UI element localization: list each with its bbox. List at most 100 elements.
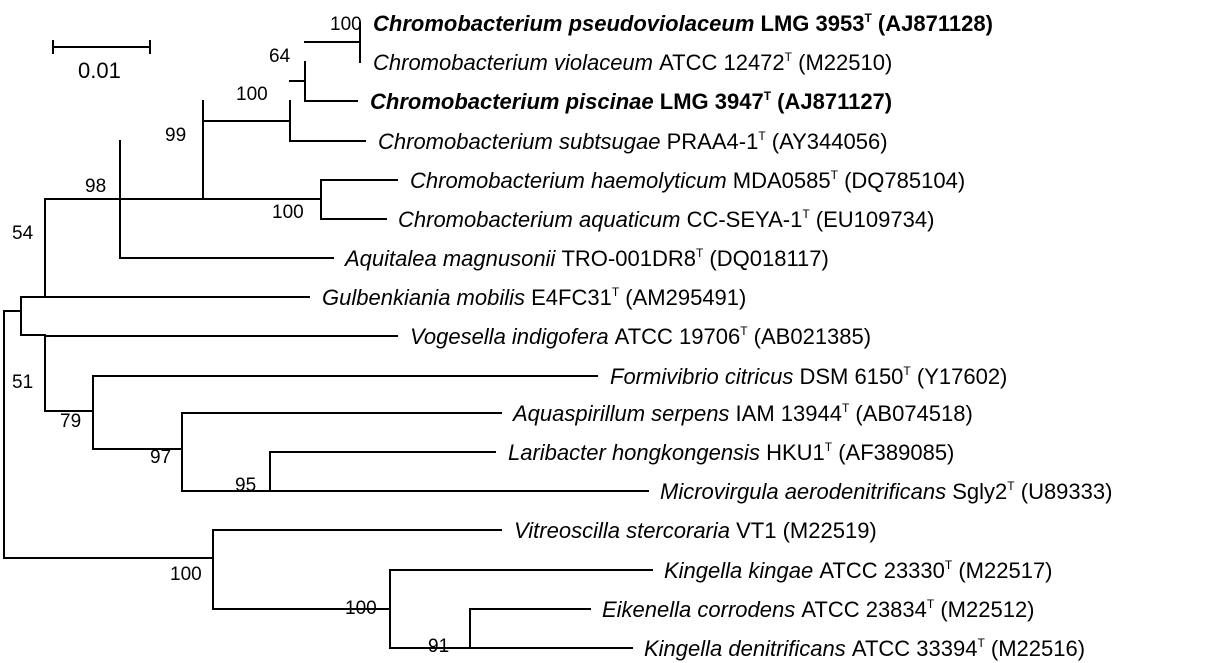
accession-number: (M22512)	[934, 597, 1034, 622]
accession-number: (AJ871127)	[771, 89, 892, 114]
taxon-name: Chromobacterium subtsugae	[378, 129, 667, 154]
taxon-label: Kingella denitrificans ATCC 33394T (M225…	[644, 636, 1085, 661]
accession-number: (AF389085)	[832, 440, 954, 465]
bootstrap-label: 79	[60, 411, 81, 432]
tree-branches	[3, 22, 653, 649]
scale-bar: 0.01	[52, 40, 151, 83]
taxon-label: Chromobacterium aquaticum CC-SEYA-1T (EU…	[398, 207, 934, 232]
taxon-name: Laribacter hongkongensis	[508, 440, 766, 465]
taxon-label: Chromobacterium piscinae LMG 3947T (AJ87…	[370, 89, 892, 114]
taxon-name: Chromobacterium violaceum	[373, 50, 659, 75]
strain-name: ATCC 33394	[852, 636, 978, 661]
type-strain-mark: T	[945, 558, 953, 572]
accession-number: (DQ785104)	[838, 168, 965, 193]
taxon-label: Vitreoscilla stercoraria VT1 (M22519)	[514, 518, 877, 543]
type-strain-mark: T	[740, 324, 748, 338]
taxon-labels: Chromobacterium pseudoviolaceum LMG 3953…	[322, 11, 1112, 661]
bootstrap-label: 100	[330, 14, 362, 35]
type-strain-mark: T	[758, 129, 766, 143]
taxon-name: Chromobacterium piscinae	[370, 89, 660, 114]
taxon-name: Chromobacterium haemolyticum	[410, 168, 733, 193]
strain-name: ATCC 23330	[819, 558, 945, 583]
taxon-label: Gulbenkiania mobilis E4FC31T (AM295491)	[322, 285, 746, 310]
taxon-name: Formivibrio citricus	[610, 364, 799, 389]
accession-number: (DQ018117)	[703, 246, 829, 271]
strain-name: Sgly2	[952, 479, 1007, 504]
accession-number: (U89333)	[1015, 479, 1113, 504]
type-strain-mark: T	[696, 246, 704, 260]
taxon-label: Eikenella corrodens ATCC 23834T (M22512)	[602, 597, 1035, 622]
strain-name: IAM 13944	[736, 401, 842, 426]
strain-name: LMG 3953	[761, 11, 865, 36]
type-strain-mark: T	[903, 364, 911, 378]
taxon-label: Laribacter hongkongensis HKU1T (AF389085…	[508, 440, 954, 465]
strain-name: LMG 3947	[660, 89, 764, 114]
accession-number: (AB074518)	[849, 401, 973, 426]
bootstrap-label: 100	[236, 84, 268, 105]
strain-name: DSM 6150	[799, 364, 903, 389]
strain-name: MDA0585	[733, 168, 831, 193]
type-strain-mark: T	[831, 168, 839, 182]
strain-name: PRAA4-1	[667, 129, 759, 154]
taxon-label: Vogesella indigofera ATCC 19706T (AB0213…	[410, 324, 871, 349]
strain-name: ATCC 12472	[659, 50, 785, 75]
taxon-name: Vitreoscilla stercoraria	[514, 518, 736, 543]
strain-name: CC-SEYA-1	[687, 207, 803, 232]
type-strain-mark: T	[764, 89, 772, 103]
taxon-name: Aquaspirillum serpens	[511, 401, 736, 426]
bootstrap-label: 100	[170, 564, 202, 585]
scale-bar-label: 0.01	[78, 58, 121, 83]
taxon-label: Chromobacterium pseudoviolaceum LMG 3953…	[373, 11, 993, 36]
taxon-name: Gulbenkiania mobilis	[322, 285, 531, 310]
scale-bar-line	[52, 40, 151, 54]
type-strain-mark: T	[825, 440, 833, 454]
taxon-name: Kingella denitrificans	[644, 636, 852, 661]
taxon-label: Aquitalea magnusonii TRO-001DR8T (DQ0181…	[343, 246, 829, 271]
bootstrap-label: 54	[12, 223, 34, 244]
accession-number: (AM295491)	[619, 285, 746, 310]
type-strain-mark: T	[802, 207, 810, 221]
accession-number: (AJ871128)	[872, 11, 993, 36]
type-strain-mark: T	[1007, 479, 1015, 493]
strain-name: ATCC 19706	[615, 324, 741, 349]
taxon-name: Kingella kingae	[664, 558, 819, 583]
bootstrap-label: 100	[272, 202, 304, 223]
type-strain-mark: T	[842, 401, 850, 415]
taxon-label: Microvirgula aerodenitrificans Sgly2T (U…	[660, 479, 1112, 504]
taxon-name: Chromobacterium pseudoviolaceum	[373, 11, 761, 36]
bootstrap-label: 97	[150, 447, 171, 468]
taxon-name: Eikenella corrodens	[602, 597, 801, 622]
strain-name: ATCC 23834	[801, 597, 927, 622]
accession-number: (M22517)	[952, 558, 1052, 583]
taxon-label: Aquaspirillum serpens IAM 13944T (AB0745…	[511, 401, 973, 426]
type-strain-mark: T	[977, 636, 985, 650]
strain-name: E4FC31	[531, 285, 612, 310]
bootstrap-label: 99	[165, 125, 186, 146]
accession-number: (Y17602)	[911, 364, 1008, 389]
type-strain-mark: T	[927, 597, 935, 611]
type-strain-mark: T	[785, 50, 793, 64]
bootstrap-label: 100	[345, 598, 377, 619]
accession-number: (AY344056)	[766, 129, 888, 154]
accession-number: (EU109734)	[810, 207, 935, 232]
taxon-name: Microvirgula aerodenitrificans	[660, 479, 952, 504]
taxon-label: Formivibrio citricus DSM 6150T (Y17602)	[610, 364, 1007, 389]
type-strain-mark: T	[612, 285, 620, 299]
taxon-label: Kingella kingae ATCC 23330T (M22517)	[664, 558, 1053, 583]
bootstrap-label: 98	[85, 176, 106, 197]
bootstrap-label: 91	[428, 636, 449, 657]
strain-name: VT1	[736, 518, 776, 543]
taxon-name: Vogesella indigofera	[410, 324, 615, 349]
taxon-name: Aquitalea magnusonii	[343, 246, 561, 271]
bootstrap-label: 64	[269, 46, 291, 67]
strain-name: HKU1	[766, 440, 825, 465]
taxon-label: Chromobacterium haemolyticum MDA0585T (D…	[410, 168, 965, 193]
taxon-name: Chromobacterium aquaticum	[398, 207, 687, 232]
taxon-label: Chromobacterium violaceum ATCC 12472T (M…	[373, 50, 892, 75]
accession-number: (AB021385)	[748, 324, 872, 349]
accession-number: (M22519)	[776, 518, 876, 543]
accession-number: (M22510)	[792, 50, 892, 75]
taxon-label: Chromobacterium subtsugae PRAA4-1T (AY34…	[378, 129, 888, 154]
